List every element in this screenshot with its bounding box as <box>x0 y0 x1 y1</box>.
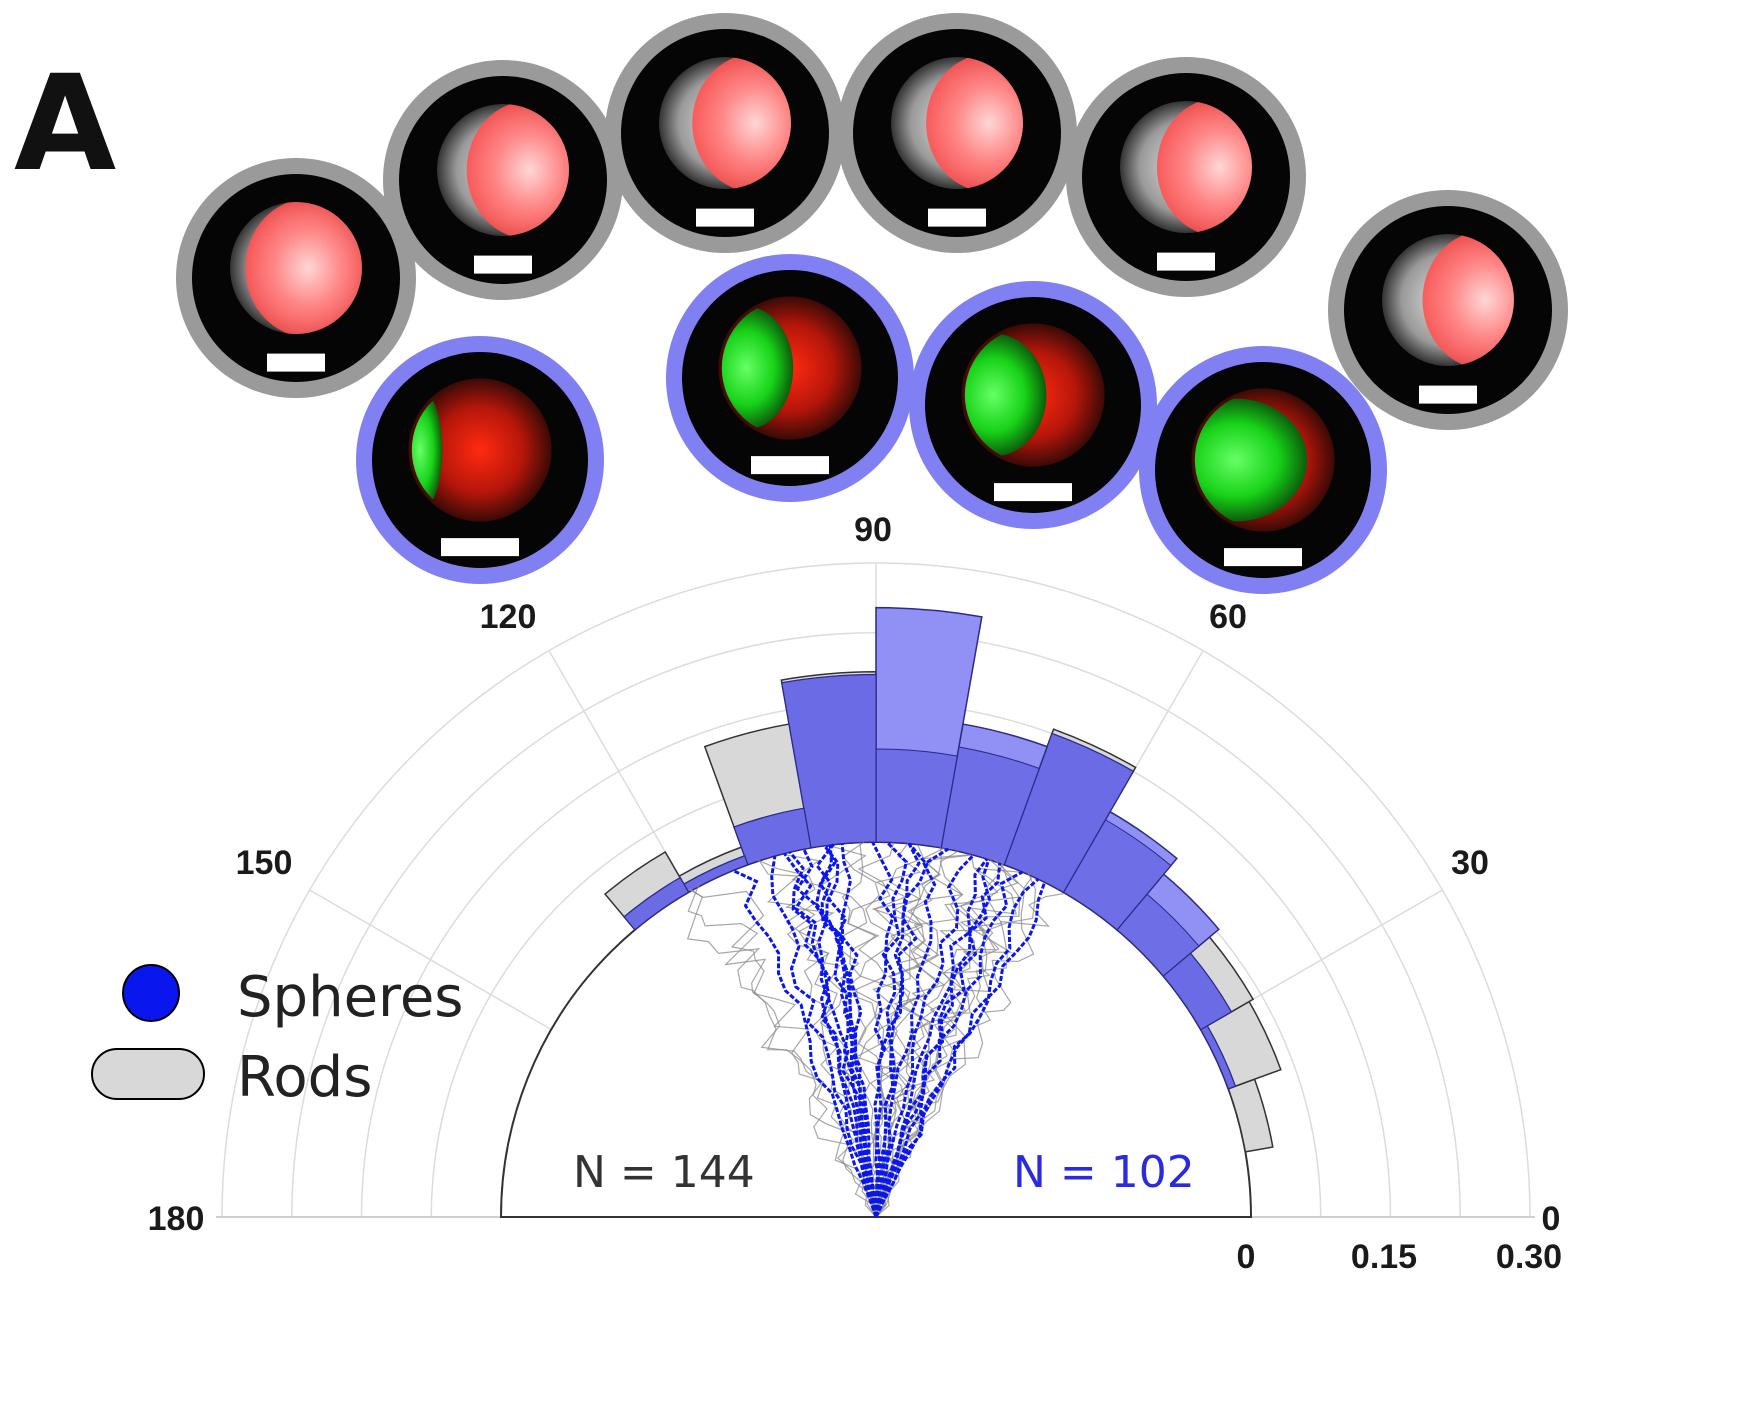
angle-tick-label: 120 <box>480 598 537 636</box>
green-sector <box>411 388 443 512</box>
sphere-trajectory <box>783 852 878 1218</box>
rod-trajectory <box>847 842 895 1218</box>
scale-bar <box>751 456 829 475</box>
red-sector <box>245 202 362 334</box>
spheres-colony-image <box>356 336 604 584</box>
histogram-bars <box>604 606 1282 1153</box>
overlap-bar <box>733 807 812 866</box>
spheres-colony-image <box>909 281 1157 529</box>
spheres-colony-image <box>1139 346 1387 594</box>
rod-trajectory <box>756 859 877 1218</box>
sphere-trajectory <box>874 842 921 1218</box>
angle-tick-label: 90 <box>854 511 892 549</box>
rods-legend-label: Rods <box>237 1045 372 1110</box>
rods-count-label: N = 144 <box>573 1147 755 1198</box>
scale-bar <box>994 483 1072 502</box>
angle-tick-label: 150 <box>236 844 293 882</box>
trajectory-traces <box>686 841 1064 1218</box>
sphere-trajectory <box>732 869 878 1218</box>
overlap-bar <box>623 877 690 931</box>
angle-tick-label: 30 <box>1451 844 1489 882</box>
rod-trajectory <box>686 887 877 1218</box>
radial-tick-label: 0.15 <box>1351 1238 1417 1276</box>
rods-legend-marker <box>91 1048 205 1100</box>
rods-colony-image <box>1066 57 1306 297</box>
scale-bar <box>441 538 519 557</box>
sphere-trajectory <box>814 844 878 1218</box>
red-sector <box>408 378 552 522</box>
axis-labels: 0 30 60 90 120 150 180 0 0.15 0.30 <box>148 511 1562 1276</box>
rods-colony-image <box>1328 190 1568 430</box>
sphere-trajectory <box>874 881 1047 1218</box>
sphere-trajectory <box>770 855 878 1218</box>
sphere-trajectory <box>815 843 878 1218</box>
angle-tick-label: 180 <box>148 1200 205 1238</box>
scale-bar <box>1224 548 1302 567</box>
radial-tick-label: 0 <box>1237 1238 1256 1276</box>
sphere-trajectory <box>795 848 878 1218</box>
rod-trajectory <box>839 842 882 1218</box>
spheres-legend-label: Spheres <box>237 965 463 1030</box>
angle-tick-label: 0 <box>1542 1200 1561 1238</box>
rods-colony-image <box>383 60 623 300</box>
sphere-trajectory <box>874 858 992 1218</box>
rods-colony-image <box>837 13 1077 253</box>
scale-bar <box>696 208 754 227</box>
rod-trajectory <box>759 861 877 1218</box>
rod-trajectory <box>871 844 925 1218</box>
scale-bar <box>267 353 325 372</box>
sphere-trajectory <box>874 847 949 1218</box>
rod-trajectory <box>875 893 1064 1218</box>
red-sector <box>1422 234 1514 366</box>
legend: Spheres Rods <box>91 964 463 1110</box>
scale-bar <box>474 255 532 274</box>
scale-bar <box>1419 385 1477 404</box>
rod-trajectory <box>841 841 902 1218</box>
sphere-trajectory <box>874 870 1024 1218</box>
sphere-trajectory <box>788 851 878 1218</box>
rods-colony-image <box>605 13 845 253</box>
scale-bar <box>1157 252 1215 271</box>
panel-letter: A <box>14 47 117 201</box>
sphere-trajectory <box>874 877 1040 1218</box>
sphere-trajectory <box>874 842 929 1218</box>
rods-colony-image <box>176 158 416 398</box>
overlap-bar <box>1003 732 1134 893</box>
overlap-bar <box>781 674 877 849</box>
spheres-colony-image <box>666 254 914 502</box>
spheres-count-label: N = 102 <box>1013 1147 1195 1198</box>
sphere-trajectory <box>840 843 878 1218</box>
radial-tick-label: 0.30 <box>1496 1238 1562 1276</box>
scale-bar <box>928 208 986 227</box>
sphere-trajectory <box>871 841 895 1218</box>
sphere-trajectory <box>818 844 878 1218</box>
rod-trajectory <box>688 888 877 1218</box>
colony-images <box>176 13 1568 594</box>
spheres-legend-marker <box>122 964 180 1022</box>
rod-trajectory <box>875 850 964 1218</box>
rod-trajectory <box>818 844 878 1218</box>
angle-tick-label: 60 <box>1209 598 1247 636</box>
